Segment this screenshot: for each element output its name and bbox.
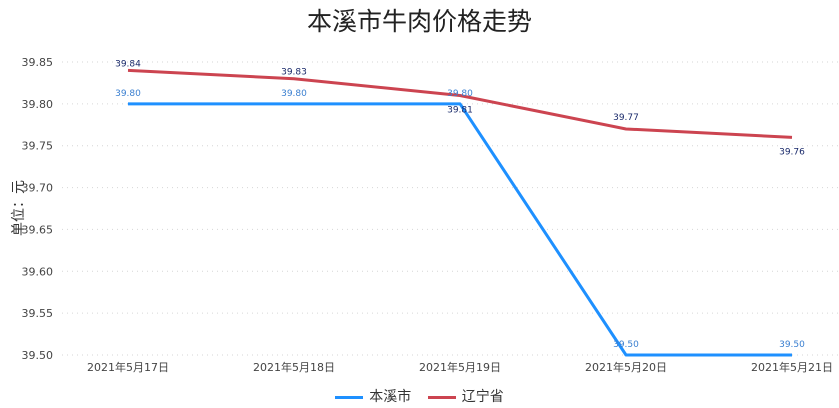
data-label: 39.83 [281, 68, 307, 78]
data-label: 39.77 [613, 113, 639, 123]
legend-label-benxi: 本溪市 [369, 389, 412, 405]
y-tick-label: 39.55 [22, 307, 54, 320]
data-label: 39.80 [447, 89, 473, 99]
x-tick-label: 2021年5月17日 [87, 360, 169, 374]
x-tick-label: 2021年5月20日 [585, 360, 667, 374]
y-tick-label: 39.80 [22, 98, 54, 111]
data-label: 39.81 [447, 105, 473, 115]
y-tick-label: 39.75 [22, 140, 54, 153]
y-tick-label: 39.50 [22, 349, 54, 362]
series-line-0 [128, 102, 792, 357]
data-label: 39.50 [613, 340, 639, 350]
y-tick-label: 39.65 [22, 223, 54, 236]
data-label: 39.80 [281, 89, 307, 99]
data-label: 39.84 [115, 59, 141, 69]
chart-title: 本溪市牛肉价格走势 [306, 7, 532, 36]
data-label: 39.50 [779, 340, 805, 350]
legend: 本溪市 辽宁省 [0, 386, 839, 406]
x-tick-label: 2021年5月18日 [253, 360, 335, 374]
legend-label-liaoning: 辽宁省 [461, 389, 504, 405]
y-tick-label: 39.60 [22, 265, 54, 278]
legend-swatch-benxi [335, 395, 364, 399]
series-line-1 [127, 68, 793, 139]
y-tick-label: 39.70 [22, 182, 54, 195]
legend-swatch-liaoning [427, 395, 456, 399]
data-label: 39.80 [115, 89, 141, 99]
legend-item-benxi[interactable]: 本溪市 [335, 386, 411, 406]
y-tick-label: 39.85 [22, 56, 54, 69]
legend-item-liaoning[interactable]: 辽宁省 [427, 386, 504, 406]
x-tick-label: 2021年5月21日 [751, 360, 833, 374]
data-label: 39.76 [779, 147, 805, 157]
x-tick-label: 2021年5月19日 [419, 360, 501, 374]
